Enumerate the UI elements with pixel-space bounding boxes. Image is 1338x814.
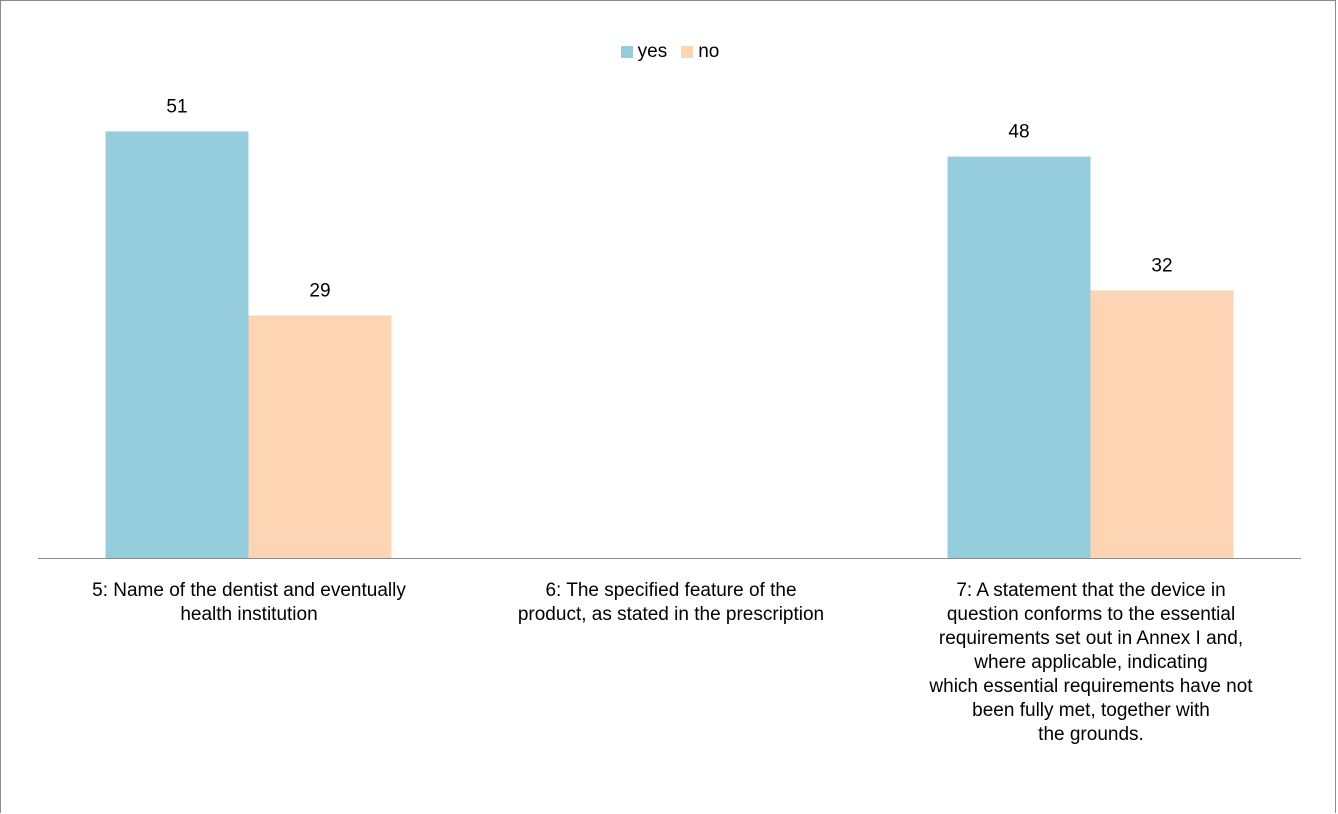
bar-no-cat0 [248, 315, 392, 558]
legend-item-yes: yes [620, 41, 668, 63]
data-label-yes-cat2: 48 [1008, 122, 1029, 143]
legend-label-yes: yes [637, 41, 668, 62]
data-label-yes-cat0: 51 [166, 96, 187, 117]
category-label-6: 6: The specified feature of the product,… [517, 580, 825, 625]
data-label-no-cat2: 32 [1151, 255, 1172, 276]
data-label-no-cat0: 29 [309, 280, 330, 301]
category-label-5: 5: Name of the dentist and eventually he… [92, 580, 406, 625]
legend: yes no [1, 41, 1338, 63]
category-label-7: 7: A statement that the device in questi… [929, 580, 1253, 745]
bar-yes-cat2 [947, 156, 1091, 558]
legend-label-no: no [698, 41, 720, 62]
legend-swatch-yes [620, 46, 633, 58]
legend-swatch-no [681, 46, 694, 58]
legend-item-no: no [681, 41, 719, 63]
bar-no-cat2 [1090, 290, 1234, 558]
bar-yes-cat0 [105, 131, 249, 558]
